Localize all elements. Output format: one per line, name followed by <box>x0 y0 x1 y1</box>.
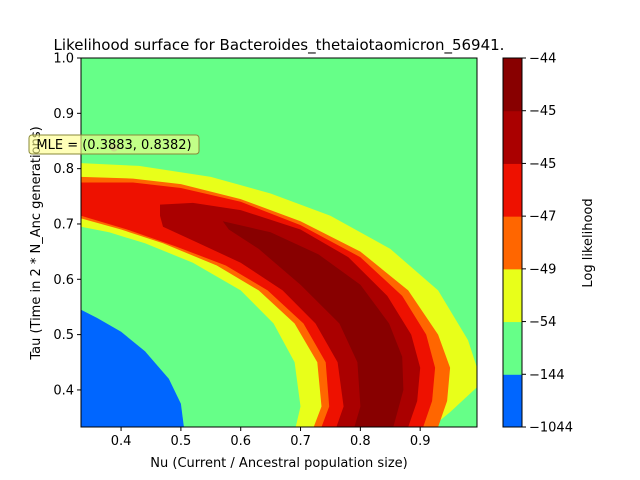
x-tick-label: 0.8 <box>350 434 371 449</box>
y-tick-label: 0.8 <box>53 162 74 177</box>
x-tick-label: 0.9 <box>410 434 431 449</box>
colorbar-tick-label: −47 <box>529 210 556 225</box>
colorbar-tick-label: −1044 <box>529 421 573 436</box>
colorbar-band-0 <box>503 374 522 428</box>
x-tick-label: 0.4 <box>111 434 132 449</box>
colorbar-tick-label: −49 <box>529 262 556 277</box>
chart-title: Likelihood surface for Bacteroides_theta… <box>54 36 505 55</box>
mle-label-box <box>28 134 200 155</box>
colorbar-tick-label: −54 <box>529 315 556 330</box>
colorbar-tick-label: −45 <box>529 104 556 119</box>
x-tick-label: 0.7 <box>290 434 311 449</box>
x-tick-label: 0.5 <box>171 434 192 449</box>
contour-region-level-6 <box>222 221 404 427</box>
y-tick-label: 0.6 <box>53 273 74 288</box>
contour-region-level-5 <box>160 202 421 427</box>
contour-region-level-0 <box>81 309 184 427</box>
colorbar-band-2 <box>503 268 522 323</box>
colorbar-band-5 <box>503 110 522 164</box>
colorbar-band-4 <box>503 163 522 217</box>
colorbar-band-1 <box>503 321 522 375</box>
colorbar-band-3 <box>503 216 522 270</box>
mle-label: MLE = (0.3883, 0.8382) <box>36 138 191 153</box>
y-axis-label: Tau (Time in 2 * N_Anc generations) <box>29 126 44 360</box>
colorbar-frame <box>502 57 523 428</box>
colorbar-label: Log likelihood <box>581 198 596 287</box>
y-tick-label: 0.5 <box>53 328 74 343</box>
plot-frame <box>80 57 478 428</box>
colorbar-tick-label: −44 <box>529 52 556 67</box>
colorbar-tick-label: −45 <box>529 157 556 172</box>
x-axis-label: Nu (Current / Ancestral population size) <box>150 456 407 471</box>
y-tick-label: 0.9 <box>53 107 74 122</box>
colorbar-band-6 <box>503 58 522 112</box>
plot-area <box>80 57 478 428</box>
y-tick-label: 0.4 <box>53 383 74 398</box>
y-tick-label: 0.7 <box>53 217 74 232</box>
x-tick-label: 0.6 <box>230 434 251 449</box>
colorbar: −1044 −144 −54 −49 −47 −45 −45 −44 <box>502 52 573 436</box>
colorbar-tick-label: −144 <box>529 368 565 383</box>
y-tick-label: 1.0 <box>53 52 74 67</box>
